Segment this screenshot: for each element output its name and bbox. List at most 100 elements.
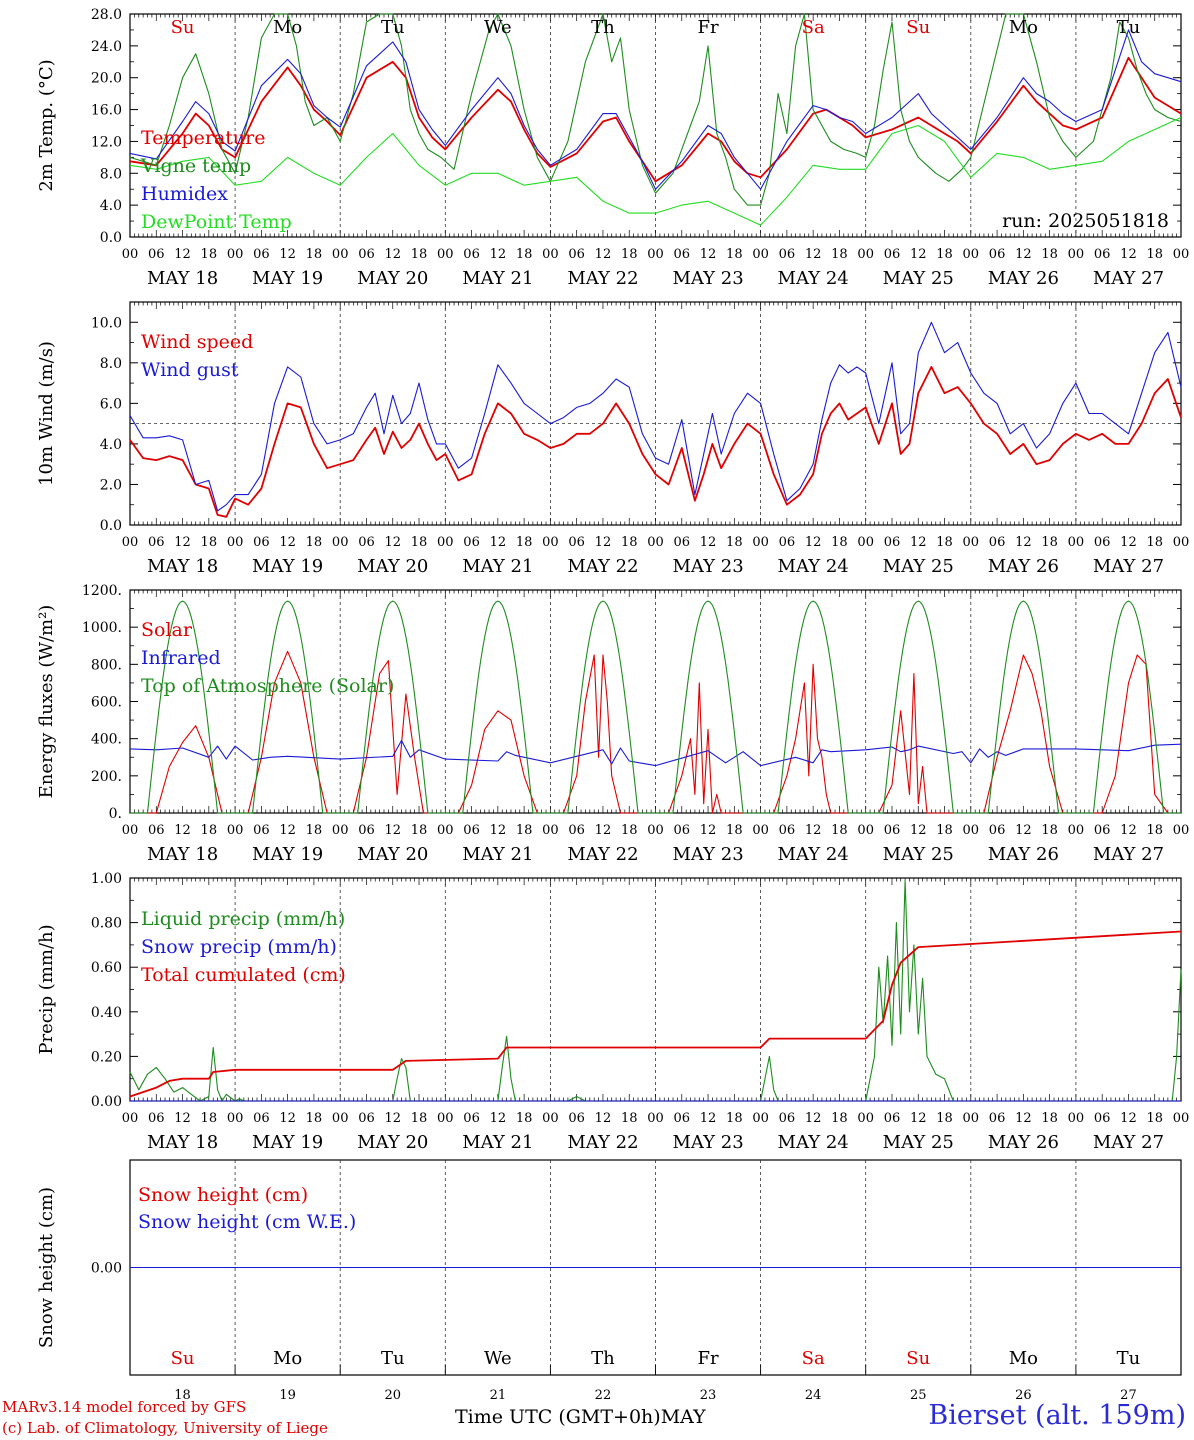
legend-entry: Vigne temp [140, 155, 251, 177]
hour-tick-label: 06 [463, 1111, 480, 1126]
hour-tick-label: 18 [1146, 535, 1163, 550]
hour-tick-label: 18 [936, 535, 953, 550]
hour-tick-label: 00 [857, 823, 874, 838]
series-line [130, 600, 1181, 814]
hour-tick-label: 18 [1146, 1111, 1163, 1126]
hour-tick-label: 12 [595, 1111, 612, 1126]
day-number-label: 25 [910, 1388, 927, 1403]
hour-tick-label: 18 [1146, 247, 1163, 262]
y-axis-label: Snow height (cm) [36, 1187, 57, 1348]
legend-entry: Infrared [141, 647, 221, 669]
hour-tick-label: 12 [279, 247, 296, 262]
hour-tick-label: 18 [516, 823, 533, 838]
hour-tick-label: 12 [279, 823, 296, 838]
series-line [129, 29, 1182, 190]
hour-tick-label: 18 [936, 247, 953, 262]
day-number-label: 23 [700, 1388, 717, 1403]
date-label: MAY 27 [1093, 1132, 1164, 1153]
hour-tick-label: 18 [1041, 1111, 1058, 1126]
hour-tick-label: 00 [752, 1111, 769, 1126]
hour-tick-label: 12 [1015, 535, 1032, 550]
y-tick-label: 1000. [82, 620, 122, 636]
day-of-week-label: Sa [802, 17, 825, 38]
y-tick-label: 800. [91, 657, 122, 673]
day-of-week-label: Mo [273, 17, 302, 38]
hour-tick-label: 00 [122, 823, 139, 838]
hour-tick-label: 06 [253, 823, 270, 838]
day-number-label: 26 [1015, 1388, 1032, 1403]
date-label: MAY 25 [883, 1132, 954, 1153]
hour-tick-label: 18 [516, 1111, 533, 1126]
hour-tick-label: 00 [647, 823, 664, 838]
day-of-week-label: Sa [802, 1348, 825, 1369]
day-number-label: 21 [490, 1388, 507, 1403]
hour-tick-label: 06 [358, 535, 375, 550]
day-of-week-label: We [484, 1348, 512, 1369]
x-axis-label: Time UTC (GMT+0h)MAY [455, 1406, 706, 1428]
date-label: MAY 25 [883, 844, 954, 865]
panel-1: 0.0 4.0 8.0 12.0 16.0 20.0 24.0 28.0 2m Temp. (°… [36, 7, 1189, 289]
hour-tick-label: 06 [1094, 247, 1111, 262]
date-label: MAY 23 [672, 1132, 743, 1153]
day-of-week-label: Fr [698, 17, 719, 38]
hour-tick-label: 00 [542, 247, 559, 262]
hour-tick-label: 12 [910, 1111, 927, 1126]
hour-tick-label: 06 [148, 823, 165, 838]
y-tick-label: 1200. [82, 583, 122, 599]
plot-frame [129, 13, 1182, 238]
hour-tick-label: 18 [411, 247, 428, 262]
panel-3: 0. 200. 400. 600. 800. 1000. 1200. Energy fluxe… [36, 583, 1189, 865]
hour-tick-label: 12 [595, 823, 612, 838]
day-of-week-label: Fr [698, 1348, 719, 1369]
date-label: MAY 21 [462, 1132, 533, 1153]
date-label: MAY 26 [988, 1132, 1059, 1153]
y-tick-label: 16.0 [91, 103, 122, 119]
hour-tick-label: 12 [700, 1111, 717, 1126]
hour-tick-label: 06 [779, 823, 796, 838]
series-line [129, 13, 1182, 206]
hour-tick-label: 18 [726, 247, 743, 262]
hour-tick-label: 00 [1173, 535, 1190, 550]
legend-entry: DewPoint Temp [141, 211, 292, 233]
day-of-week-label: Mo [1009, 1348, 1038, 1369]
hour-tick-label: 00 [647, 535, 664, 550]
date-label: MAY 24 [778, 268, 849, 289]
hour-tick-label: 12 [384, 823, 401, 838]
hour-tick-label: 00 [437, 823, 454, 838]
day-of-week-label: Th [591, 17, 615, 38]
y-axis-label: 10m Wind (m/s) [36, 341, 57, 486]
legend-entry: Solar [141, 619, 193, 641]
y-tick-label: 600. [91, 695, 122, 711]
hour-tick-label: 06 [568, 247, 585, 262]
hour-tick-label: 00 [1173, 823, 1190, 838]
hour-tick-label: 06 [463, 535, 480, 550]
date-label: MAY 27 [1093, 844, 1164, 865]
run-label: run: 2025051818 [1002, 210, 1169, 232]
y-axis-label: Energy fluxes (W/m²) [36, 605, 57, 799]
hour-tick-label: 12 [174, 823, 191, 838]
y-tick-label: 0.0 [100, 230, 122, 246]
day-of-week-label: Th [591, 1348, 615, 1369]
hour-tick-label: 18 [516, 535, 533, 550]
date-label: MAY 19 [252, 1132, 323, 1153]
date-label: MAY 27 [1093, 556, 1164, 577]
hour-tick-label: 00 [752, 535, 769, 550]
y-axis-label: Precip (mm/h) [36, 924, 57, 1054]
series-line [129, 56, 1182, 183]
hour-tick-label: 06 [779, 535, 796, 550]
plot-frame [129, 589, 1182, 814]
y-tick-label: 200. [91, 769, 122, 785]
hour-tick-label: 12 [910, 247, 927, 262]
hour-tick-label: 12 [174, 1111, 191, 1126]
hour-tick-label: 00 [332, 535, 349, 550]
hour-tick-label: 18 [516, 247, 533, 262]
hour-tick-label: 12 [384, 247, 401, 262]
date-label: MAY 18 [147, 268, 218, 289]
day-number-label: 19 [279, 1388, 296, 1403]
hour-tick-label: 06 [148, 1111, 165, 1126]
hour-tick-label: 00 [1173, 247, 1190, 262]
y-tick-label: 10.0 [91, 315, 122, 331]
hour-tick-label: 18 [411, 535, 428, 550]
hour-tick-label: 00 [542, 823, 559, 838]
hour-tick-label: 12 [174, 535, 191, 550]
